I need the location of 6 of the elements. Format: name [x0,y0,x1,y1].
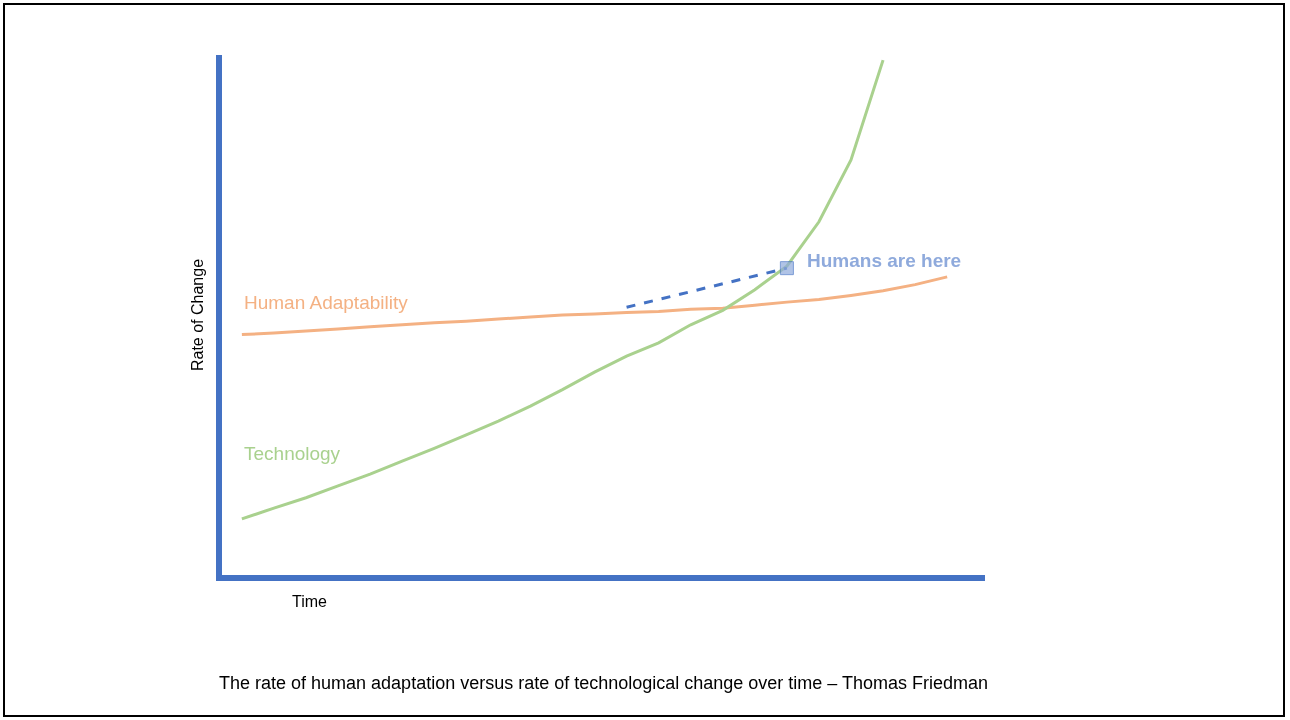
series-label: Technology [244,443,341,464]
text: The rate of human adaptation versus rate of technological change over time – Thomas Friedman [219,673,989,693]
y-axis-title: Rate of Change [189,258,207,372]
series-label: Humans are here [807,250,962,271]
series-label: Human Adaptability [244,292,409,313]
x-axis-title: Time [292,593,328,610]
